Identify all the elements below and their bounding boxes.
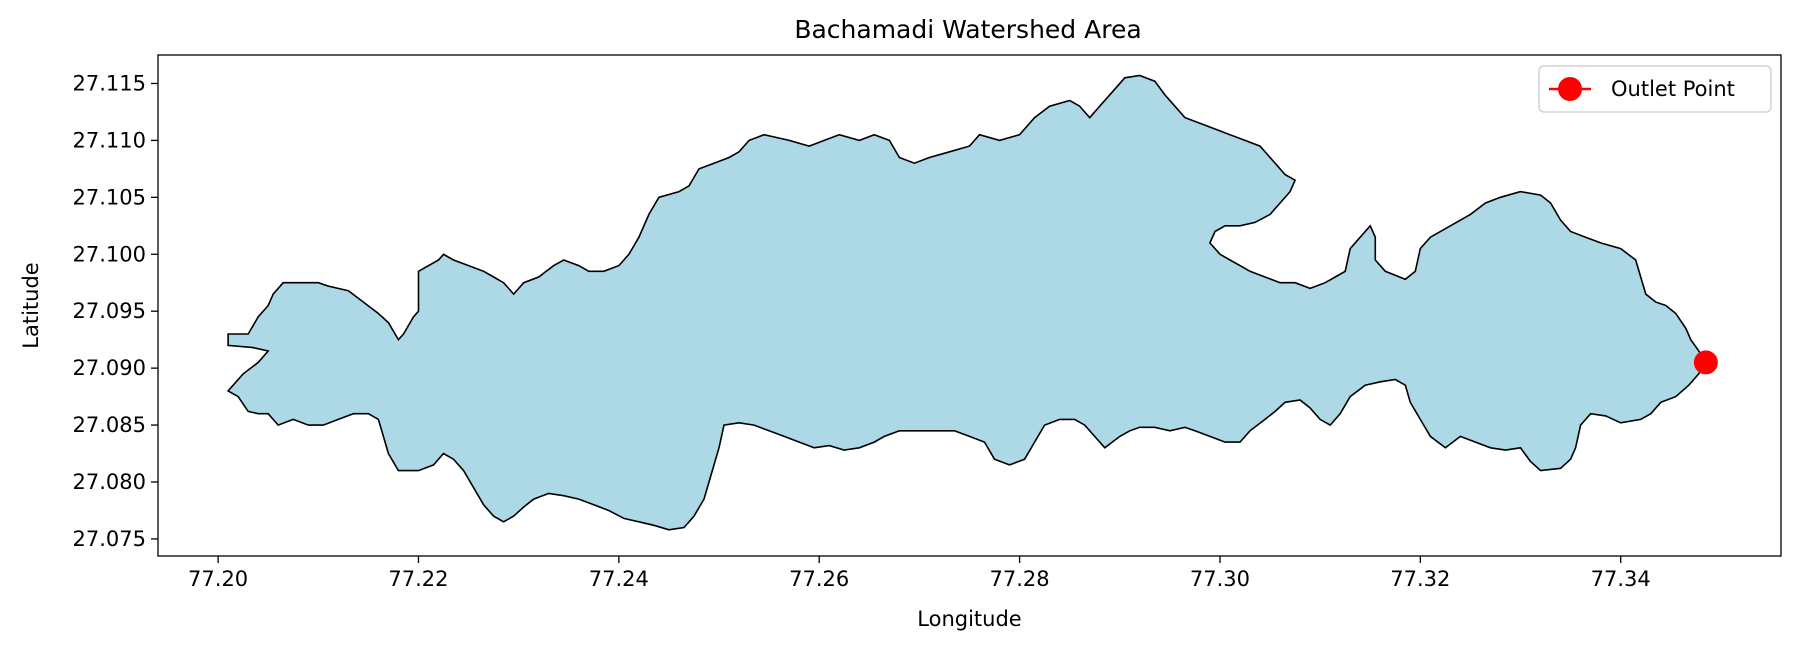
legend: Outlet Point (1538, 65, 1772, 113)
y-tick-label: 27.080 (73, 470, 146, 494)
y-tick-label: 27.085 (73, 413, 146, 437)
x-tick-label: 77.26 (789, 567, 849, 591)
y-tick-label: 27.090 (73, 356, 146, 380)
x-tick-label: 77.32 (1390, 567, 1450, 591)
y-tick-label: 27.105 (73, 185, 146, 209)
x-tick-label: 77.34 (1591, 567, 1651, 591)
watershed-polygon (226, 74, 1707, 531)
legend-box (1538, 65, 1772, 113)
y-tick-label: 27.110 (73, 128, 146, 152)
y-axis-label: Latitude (19, 262, 43, 348)
x-tick-label: 77.30 (1190, 567, 1250, 591)
legend-entry-outlet-point: Outlet Point (1611, 77, 1735, 101)
chart-title: Bachamadi Watershed Area (794, 15, 1141, 44)
y-tick-label: 27.095 (73, 299, 146, 323)
plot-area (157, 54, 1782, 557)
x-axis: 77.20 77.22 77.24 77.26 77.28 77.30 77.32 77.34 (188, 556, 1651, 591)
y-tick-label: 27.075 (73, 527, 146, 551)
y-tick-label: 27.115 (73, 71, 146, 95)
legend-marker-swatch (1558, 77, 1582, 101)
outlet-point-marker (1693, 350, 1718, 375)
x-tick-label: 77.24 (589, 567, 649, 591)
x-axis-label: Longitude (917, 607, 1021, 631)
x-tick-label: 77.20 (188, 567, 248, 591)
plot-border (157, 54, 1782, 557)
x-tick-label: 77.22 (388, 567, 448, 591)
y-tick-label: 27.100 (73, 242, 146, 266)
x-tick-label: 77.28 (990, 567, 1050, 591)
y-axis: 27.075 27.080 27.085 27.090 27.095 27.100 27.1… (73, 71, 158, 551)
